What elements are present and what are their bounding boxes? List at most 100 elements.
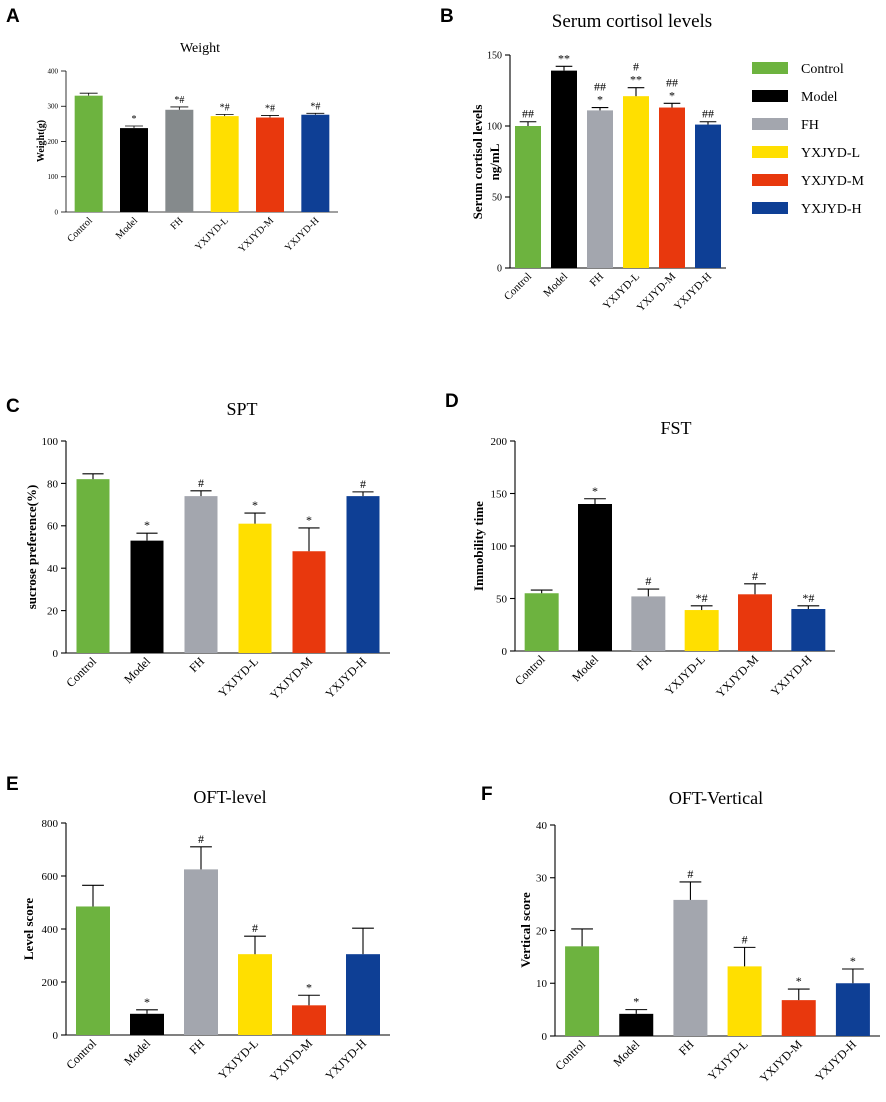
chart-title: FST <box>660 418 691 438</box>
y-axis-label: sucrose preference(%) <box>24 485 39 610</box>
x-tick-label: YXJYD-M <box>635 270 679 314</box>
y-tick-label: 150 <box>491 488 508 500</box>
legend: Control Model FH YXJYD-L YXJYD-M YXJYD-H <box>752 62 865 217</box>
y-tick-label: 20 <box>536 925 548 937</box>
legend-swatch-control <box>752 62 788 74</box>
x-tick-label: Control <box>65 215 95 245</box>
bar-yxjyd-h <box>346 496 380 653</box>
x-tick-label: YXJYD-M <box>757 1037 805 1085</box>
y-tick-label: 200 <box>491 436 508 448</box>
y-tick-label: 50 <box>492 193 502 204</box>
x-tick-label: YXJYD-M <box>267 1036 315 1084</box>
x-tick-label: Model <box>610 1037 643 1070</box>
significance-label: * <box>633 995 639 1009</box>
bar-yxjyd-l <box>238 523 272 653</box>
bar-yxjyd-m <box>781 1000 816 1036</box>
panel-label: F <box>481 784 493 805</box>
significance-label: * <box>850 954 856 968</box>
panel-label: B <box>440 6 454 27</box>
significance-label: * <box>597 93 603 107</box>
y-tick-label: 40 <box>536 820 548 832</box>
chart-title: Weight <box>180 41 220 56</box>
bar-yxjyd-h <box>346 954 380 1035</box>
y-tick-label: 200 <box>42 977 59 989</box>
panel-label: E <box>6 774 19 795</box>
x-tick-label: YXJYD-H <box>322 654 369 701</box>
y-tick-label: 400 <box>48 67 59 75</box>
x-tick-label: FH <box>588 271 606 289</box>
significance-label: * <box>669 88 675 102</box>
x-tick-label: YXJYD-H <box>768 652 815 699</box>
legend-label: FH <box>801 118 819 133</box>
y-tick-label: 0 <box>53 1030 59 1042</box>
x-tick-label: YXJYD-H <box>672 271 714 313</box>
y-tick-label: 150 <box>487 51 502 62</box>
y-tick-label: 30 <box>536 873 548 885</box>
bar-yxjyd-h <box>835 983 870 1036</box>
y-axis-label: Level score <box>21 898 36 960</box>
significance-label: * <box>796 974 802 988</box>
x-tick-label: YXJYD-L <box>662 652 708 698</box>
y-axis-label-line: Immobility time <box>471 501 486 591</box>
y-tick-label: 100 <box>491 541 508 553</box>
bar-yxjyd-m <box>659 107 685 268</box>
bar-model <box>130 1013 164 1035</box>
y-tick-label: 200 <box>48 138 59 146</box>
chart-panel-b: B Serum cortisol levels 0 50 100 150 Serum cor… <box>440 6 726 314</box>
significance-label: *# <box>696 591 708 605</box>
x-tick-label: FH <box>634 652 655 673</box>
significance-label: ## <box>594 80 606 94</box>
significance-label: # <box>252 921 258 935</box>
x-tick-label: Control <box>63 654 99 690</box>
bar-control <box>76 906 110 1035</box>
bar-control <box>515 126 541 268</box>
x-tick-label: Model <box>114 215 140 241</box>
y-axis-label-line: ng/mL <box>487 143 502 180</box>
significance-label: * <box>306 513 312 527</box>
legend-label: Model <box>801 90 838 105</box>
y-tick-label: 600 <box>42 871 59 883</box>
significance-label: *# <box>802 591 814 605</box>
chart-panel-a: A Weight 0 100 200 300 400 Weight(g) Control * Mod… <box>6 6 338 255</box>
chart-title: OFT-level <box>193 787 266 807</box>
y-axis-label: Immobility time <box>471 501 486 591</box>
x-tick-label: YXJYD-M <box>237 215 277 255</box>
y-axis-label: Weight(g) <box>36 120 47 162</box>
x-tick-label: Model <box>541 271 570 300</box>
legend-label: YXJYD-L <box>801 146 860 161</box>
bar-fh <box>631 596 666 651</box>
y-axis-label-line: Vertical score <box>518 892 533 968</box>
significance-label: # <box>198 476 204 490</box>
y-tick-label: 0 <box>542 1031 548 1043</box>
y-tick-label: 0 <box>55 208 59 216</box>
y-tick-label: 80 <box>47 478 59 490</box>
legend-swatch-yxjyd-h <box>752 202 788 214</box>
x-tick-label: Control <box>63 1036 99 1072</box>
x-tick-label: YXJYD-L <box>193 215 231 253</box>
significance-label: * <box>144 995 150 1009</box>
x-tick-label: FH <box>676 1037 697 1058</box>
legend-swatch-model <box>752 90 788 102</box>
significance-label: *# <box>174 95 184 106</box>
bar-fh <box>587 110 613 268</box>
x-tick-label: YXJYD-L <box>215 1036 261 1082</box>
bar-yxjyd-h <box>791 609 826 651</box>
chart-title: SPT <box>226 399 257 419</box>
x-tick-label: YXJYD-L <box>215 654 261 700</box>
bar-control <box>74 95 103 212</box>
y-tick-label: 60 <box>47 521 59 533</box>
x-tick-label: Control <box>502 271 534 303</box>
panel-label: D <box>445 391 459 412</box>
bar-fh <box>673 899 708 1036</box>
y-tick-label: 100 <box>48 173 59 181</box>
bar-yxjyd-m <box>292 551 326 653</box>
chart-panel-c: C SPT 0 20 40 60 80 100 sucrose preference(%) Con… <box>6 396 390 702</box>
y-tick-label: 10 <box>536 978 548 990</box>
y-axis-label-line: Serum cortisol levels <box>470 105 485 220</box>
bar-model <box>551 70 577 269</box>
x-tick-label: FH <box>169 215 186 232</box>
significance-label: * <box>144 518 150 532</box>
significance-label: # <box>633 60 639 74</box>
significance-label: * <box>306 980 312 994</box>
bar-yxjyd-m <box>738 594 772 651</box>
